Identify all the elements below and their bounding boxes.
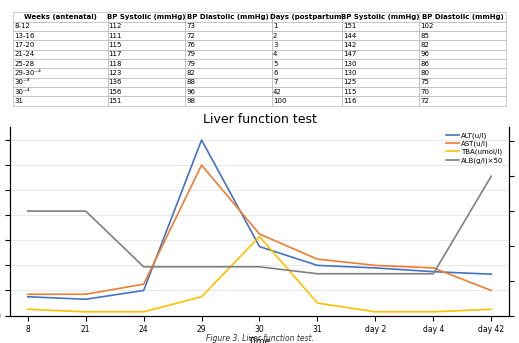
AST(u/l)	[24, 292, 31, 296]
X-axis label: Time: Time	[249, 337, 270, 343]
Text: Figure 3. Liver function test.: Figure 3. Liver function test.	[206, 334, 313, 343]
TBA(umol/l)	[83, 310, 89, 314]
ALB(g/l)×50	[488, 174, 495, 178]
TBA(umol/l)	[256, 235, 263, 239]
ALT(u/l)	[256, 245, 263, 249]
ALT(u/l)	[24, 295, 31, 299]
AST(u/l)	[256, 232, 263, 236]
TBA(umol/l)	[430, 310, 436, 314]
ALB(g/l)×50	[141, 265, 147, 269]
ALT(u/l)	[430, 270, 436, 274]
AST(u/l)	[141, 282, 147, 286]
AST(u/l)	[430, 266, 436, 270]
ALT(u/l)	[83, 297, 89, 301]
ALB(g/l)×50	[24, 209, 31, 213]
AST(u/l)	[372, 263, 378, 268]
ALT(u/l)	[315, 263, 321, 268]
ALT(u/l)	[141, 288, 147, 293]
ALB(g/l)×50	[372, 272, 378, 276]
TBA(umol/l)	[24, 307, 31, 311]
ALT(u/l)	[488, 272, 495, 276]
TBA(umol/l)	[315, 301, 321, 305]
ALT(u/l)	[198, 138, 204, 142]
Line: AST(u/l): AST(u/l)	[28, 165, 491, 294]
AST(u/l)	[83, 292, 89, 296]
Legend: ALT(u/l), AST(u/l), TBA(umol/l), ALB(g/l)×50: ALT(u/l), AST(u/l), TBA(umol/l), ALB(g/l…	[445, 131, 505, 165]
ALB(g/l)×50	[256, 265, 263, 269]
Title: Liver function test: Liver function test	[202, 113, 317, 126]
TBA(umol/l)	[372, 310, 378, 314]
TBA(umol/l)	[488, 307, 495, 311]
AST(u/l)	[315, 257, 321, 261]
ALB(g/l)×50	[198, 265, 204, 269]
ALB(g/l)×50	[430, 272, 436, 276]
TBA(umol/l)	[141, 310, 147, 314]
Line: ALT(u/l): ALT(u/l)	[28, 140, 491, 299]
Line: ALB(g/l)×50: ALB(g/l)×50	[28, 176, 491, 274]
AST(u/l)	[488, 288, 495, 293]
AST(u/l)	[198, 163, 204, 167]
ALB(g/l)×50	[315, 272, 321, 276]
TBA(umol/l)	[198, 295, 204, 299]
ALT(u/l)	[372, 266, 378, 270]
Line: TBA(umol/l): TBA(umol/l)	[28, 237, 491, 312]
ALB(g/l)×50	[83, 209, 89, 213]
